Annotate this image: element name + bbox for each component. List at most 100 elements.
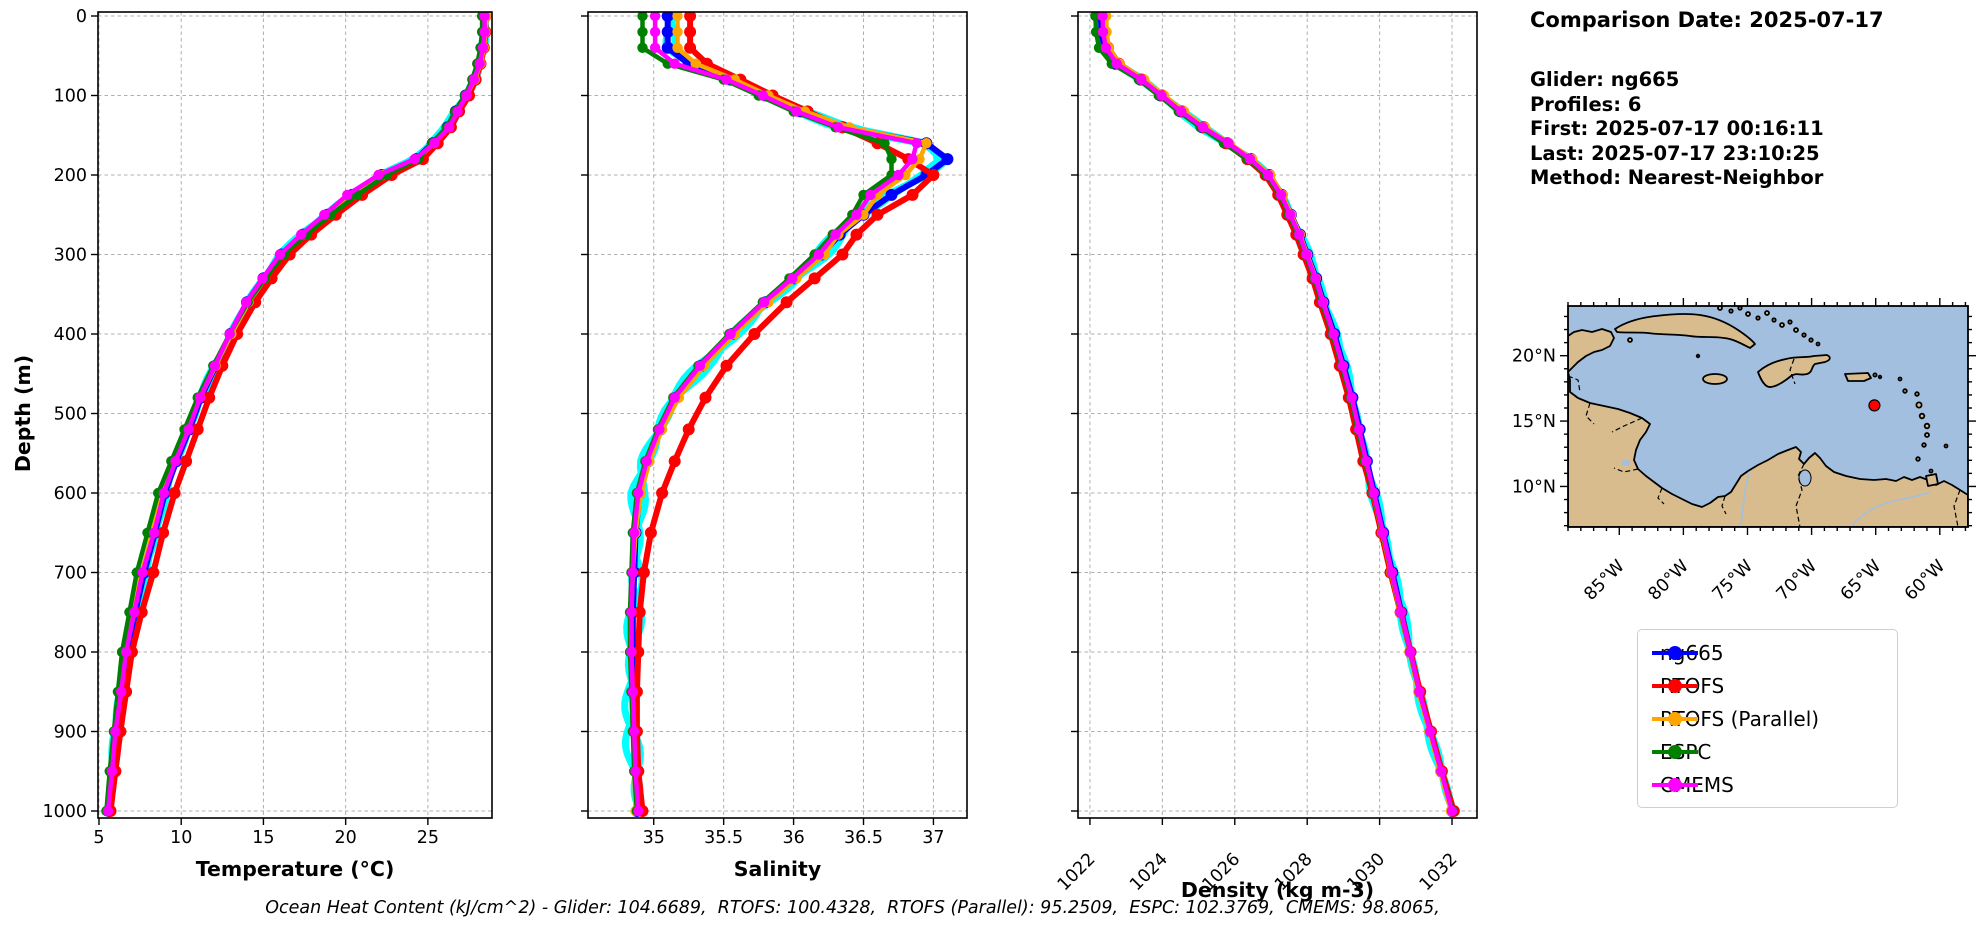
- island: [1915, 401, 1923, 409]
- comparison-date-text: Comparison Date: 2025-07-17: [1530, 8, 1884, 32]
- lake-nicaragua: [1621, 460, 1631, 466]
- gridlines: [588, 12, 967, 818]
- map-lon-label: 85°W: [1581, 556, 1629, 604]
- island: [1918, 412, 1926, 420]
- island: [1897, 376, 1903, 382]
- series-cmems: [626, 12, 922, 817]
- axes-frame: [1077, 11, 1478, 819]
- legend-item-espc: ESPC: [1638, 735, 1897, 768]
- hispaniola: [1757, 354, 1831, 388]
- island: [1915, 456, 1921, 462]
- island: [1921, 442, 1927, 448]
- rivers: [1621, 460, 1931, 527]
- map-lon-label: 65°W: [1837, 556, 1885, 604]
- island: [1943, 443, 1949, 449]
- series-cmems: [1097, 12, 1458, 817]
- legend-line-marker-icon: [1652, 678, 1698, 693]
- island: [1717, 306, 1723, 311]
- map-ticks: [1560, 298, 1976, 535]
- island: [1801, 332, 1807, 338]
- x-tick-label: 36: [782, 828, 804, 848]
- legend-line-marker-icon: [1652, 711, 1698, 726]
- map-lon-label: 80°W: [1645, 556, 1693, 604]
- map-lon-label: 70°W: [1773, 556, 1821, 604]
- jamaica: [1702, 373, 1728, 385]
- y-tick-label: 300: [54, 246, 87, 266]
- map-lat-label: 10°N: [1512, 477, 1556, 497]
- x-axis-label: Density (kg m-3): [1181, 878, 1374, 902]
- plot-area: [621, 12, 954, 817]
- y-axis: [1071, 15, 1078, 812]
- legend-item-rtofs: RTOFS: [1638, 669, 1897, 702]
- series-cmems: [102, 12, 490, 817]
- temperature-profile-chart: 5 10 15 20 25 Temperature (°C) 0 100 200 300 400 50…: [11, 7, 493, 881]
- cuba: [1614, 313, 1756, 349]
- island: [1815, 341, 1821, 347]
- salinity-profile-chart: 35 35.5 36 36.5 37 Salinity: [581, 11, 968, 881]
- y-tick-label: 800: [54, 643, 87, 663]
- method-text: Method: Nearest-Neighbor: [1530, 166, 1824, 190]
- map-frame: [1567, 305, 1969, 528]
- island: [1923, 422, 1931, 430]
- x-tick-label: 10: [170, 828, 192, 848]
- legend-item-cmems: CMEMS: [1638, 768, 1897, 801]
- y-tick-label: 500: [54, 405, 87, 425]
- x-tick-label: 25: [417, 828, 439, 848]
- x-tick-label: 1032: [1416, 849, 1462, 895]
- island: [1745, 311, 1751, 317]
- axes-frame: [97, 11, 493, 819]
- info-panel: Comparison Date: 2025-07-17 Glider: ng66…: [1530, 8, 1970, 191]
- x-tick-label: 35: [643, 828, 665, 848]
- map-lon-label: 75°W: [1709, 556, 1757, 604]
- y-axis: 0 100 200 300 400 500 600 700 800 900 1000: [42, 7, 98, 822]
- legend: ng665 RTOFS RTOFS (Parallel) ESPC CMEMS: [1637, 629, 1898, 808]
- puerto-rico: [1844, 372, 1872, 382]
- x-axis-label: Temperature (°C): [196, 857, 395, 881]
- glider-raw-scatter: [1097, 12, 1457, 815]
- y-tick-label: 0: [76, 7, 87, 27]
- y-tick-label: 600: [54, 484, 87, 504]
- x-tick-label: 1022: [1054, 849, 1100, 895]
- island: [1695, 353, 1701, 359]
- legend-line-marker-icon: [1652, 777, 1698, 792]
- y-tick-label: 100: [54, 87, 87, 107]
- y-tick-label: 700: [54, 564, 87, 584]
- river: [1850, 491, 1931, 527]
- map-canvas: 20°N 15°N 10°N 85°W 80°W 75°W 70°W 65°W 60°W: [1512, 298, 1976, 605]
- profiles-count-text: Profiles: 6: [1530, 92, 1642, 116]
- axes-frame: [587, 11, 968, 819]
- gridlines: [98, 12, 492, 818]
- x-tick-label: 36.5: [844, 828, 883, 848]
- map-lat-label: 15°N: [1512, 412, 1556, 432]
- y-tick-label: 400: [54, 325, 87, 345]
- island: [1728, 308, 1734, 314]
- x-tick-label: 20: [335, 828, 357, 848]
- island: [1764, 310, 1770, 316]
- island: [1755, 315, 1761, 321]
- x-axis: 5 10 15 20 25: [93, 818, 439, 848]
- x-tick-label: 35.5: [704, 828, 743, 848]
- y-axis-label: Depth (m): [11, 355, 35, 472]
- lake-maracaibo: [1798, 469, 1812, 487]
- island: [1787, 319, 1793, 325]
- island: [1872, 372, 1878, 378]
- island: [1924, 432, 1930, 438]
- country-borders: [1568, 358, 1961, 527]
- x-tick-label: 15: [252, 828, 274, 848]
- gridlines: [1078, 12, 1477, 818]
- island: [1902, 388, 1908, 394]
- island: [1877, 374, 1883, 380]
- plot-area: [101, 12, 492, 817]
- glider-name-text: Glider: ng665: [1530, 68, 1680, 91]
- map-lon-label: 60°W: [1901, 556, 1949, 604]
- series-rtofs: [104, 12, 492, 817]
- last-profile-time-text: Last: 2025-07-17 23:10:25: [1530, 141, 1820, 165]
- trinidad: [1925, 473, 1939, 487]
- island: [1808, 337, 1814, 343]
- x-tick-label: 37: [922, 828, 944, 848]
- island: [1779, 322, 1785, 328]
- legend-item-ng665: ng665: [1638, 636, 1897, 669]
- y-tick-label: 900: [54, 723, 87, 743]
- location-map: 20°N 15°N 10°N 85°W 80°W 75°W 70°W 65°W 60°W: [1512, 298, 1976, 605]
